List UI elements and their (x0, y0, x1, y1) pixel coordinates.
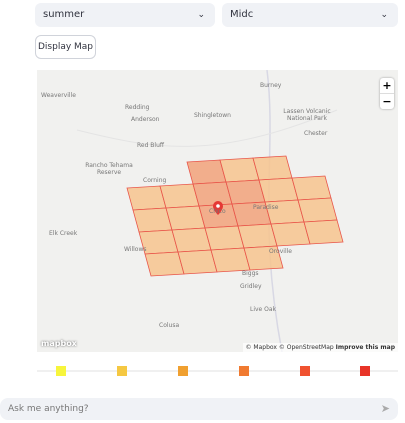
grid-cell (252, 155, 293, 181)
chevron: ⌄ (380, 10, 388, 20)
zoom-out[interactable]: − (380, 93, 394, 109)
legend-swatch (178, 366, 188, 376)
legend-swatch (56, 366, 66, 376)
map-label: Rancho Tehama Reserve (85, 162, 133, 176)
select-value: Midc (230, 9, 254, 20)
grid-cell (219, 157, 260, 183)
zoom-controls: + − (380, 78, 394, 109)
grid-cell (210, 247, 251, 273)
map-label: Lassen Volcanic National Park (283, 108, 331, 122)
grid-cell (243, 245, 284, 271)
data-grid (126, 155, 344, 277)
map-label: Red Bluff (137, 142, 165, 149)
legend-swatch (239, 366, 249, 376)
grid-cell (258, 177, 299, 203)
attribution-link[interactable]: © OpenStreetMap (278, 344, 334, 351)
map-label: Elk Creek (49, 230, 78, 237)
grid-cell (159, 183, 200, 209)
region-select[interactable]: Midc ⌄ (222, 3, 398, 27)
select-value: summer (43, 9, 85, 20)
grid-cell (126, 185, 167, 211)
grid-cell (291, 175, 332, 201)
legend-swatch (360, 366, 370, 376)
color-legend (37, 366, 398, 376)
legend-swatch (300, 366, 310, 376)
attribution-link[interactable]: Improve this map (335, 344, 395, 351)
map-label: Live Oak (250, 306, 277, 313)
map-label: Burney (260, 82, 282, 89)
mapbox-logo: mapbox (41, 339, 77, 348)
attribution: © Mapbox © OpenStreetMap Improve this ma… (242, 343, 398, 352)
attribution-link[interactable]: © Mapbox (245, 344, 277, 351)
map-label: Shingletown (194, 112, 231, 119)
grid-cell (177, 249, 218, 275)
chat-input[interactable]: Ask me anything? ➤ (0, 398, 398, 420)
grid-cell (204, 225, 245, 251)
grid-cell (303, 219, 344, 245)
map-label: Weaverville (41, 92, 76, 99)
map-label: Redding (125, 104, 150, 111)
season-select[interactable]: summer ⌄ (35, 3, 215, 27)
grid-cell (144, 251, 185, 277)
grid-cell (186, 159, 227, 185)
map-label: Chester (304, 130, 328, 137)
send-icon[interactable]: ➤ (380, 402, 390, 415)
map-label: Oroville (269, 248, 292, 255)
map-canvas (76, 70, 344, 352)
display-map-button[interactable]: Display Map (35, 35, 96, 59)
map-label: Willows (124, 246, 147, 253)
grid-cell (297, 197, 338, 223)
grid-cell (225, 179, 266, 205)
grid-cell (132, 207, 173, 233)
zoom-in[interactable]: + (382, 79, 392, 92)
grid-cell (192, 181, 233, 207)
map-label: Paradise (253, 204, 279, 211)
pin-dot (216, 204, 220, 208)
chevron: ⌄ (197, 10, 205, 20)
map-label: Biggs (242, 270, 259, 277)
placeholder: Ask me anything? (8, 404, 89, 414)
legend-swatch (117, 366, 127, 376)
grid-cell (237, 223, 278, 249)
pin (213, 201, 223, 215)
map-label: Gridley (240, 283, 262, 290)
map-label: Chico (209, 208, 226, 215)
road (76, 109, 338, 147)
grid-cell (171, 227, 212, 253)
map-label: Corning (143, 177, 167, 184)
grid-cell (165, 205, 206, 231)
grid-cell (270, 221, 311, 247)
map-label: Anderson (131, 116, 160, 123)
map-label: Colusa (159, 322, 180, 329)
map[interactable]: Weaverville Redding Anderson Shingletown… (37, 70, 398, 352)
